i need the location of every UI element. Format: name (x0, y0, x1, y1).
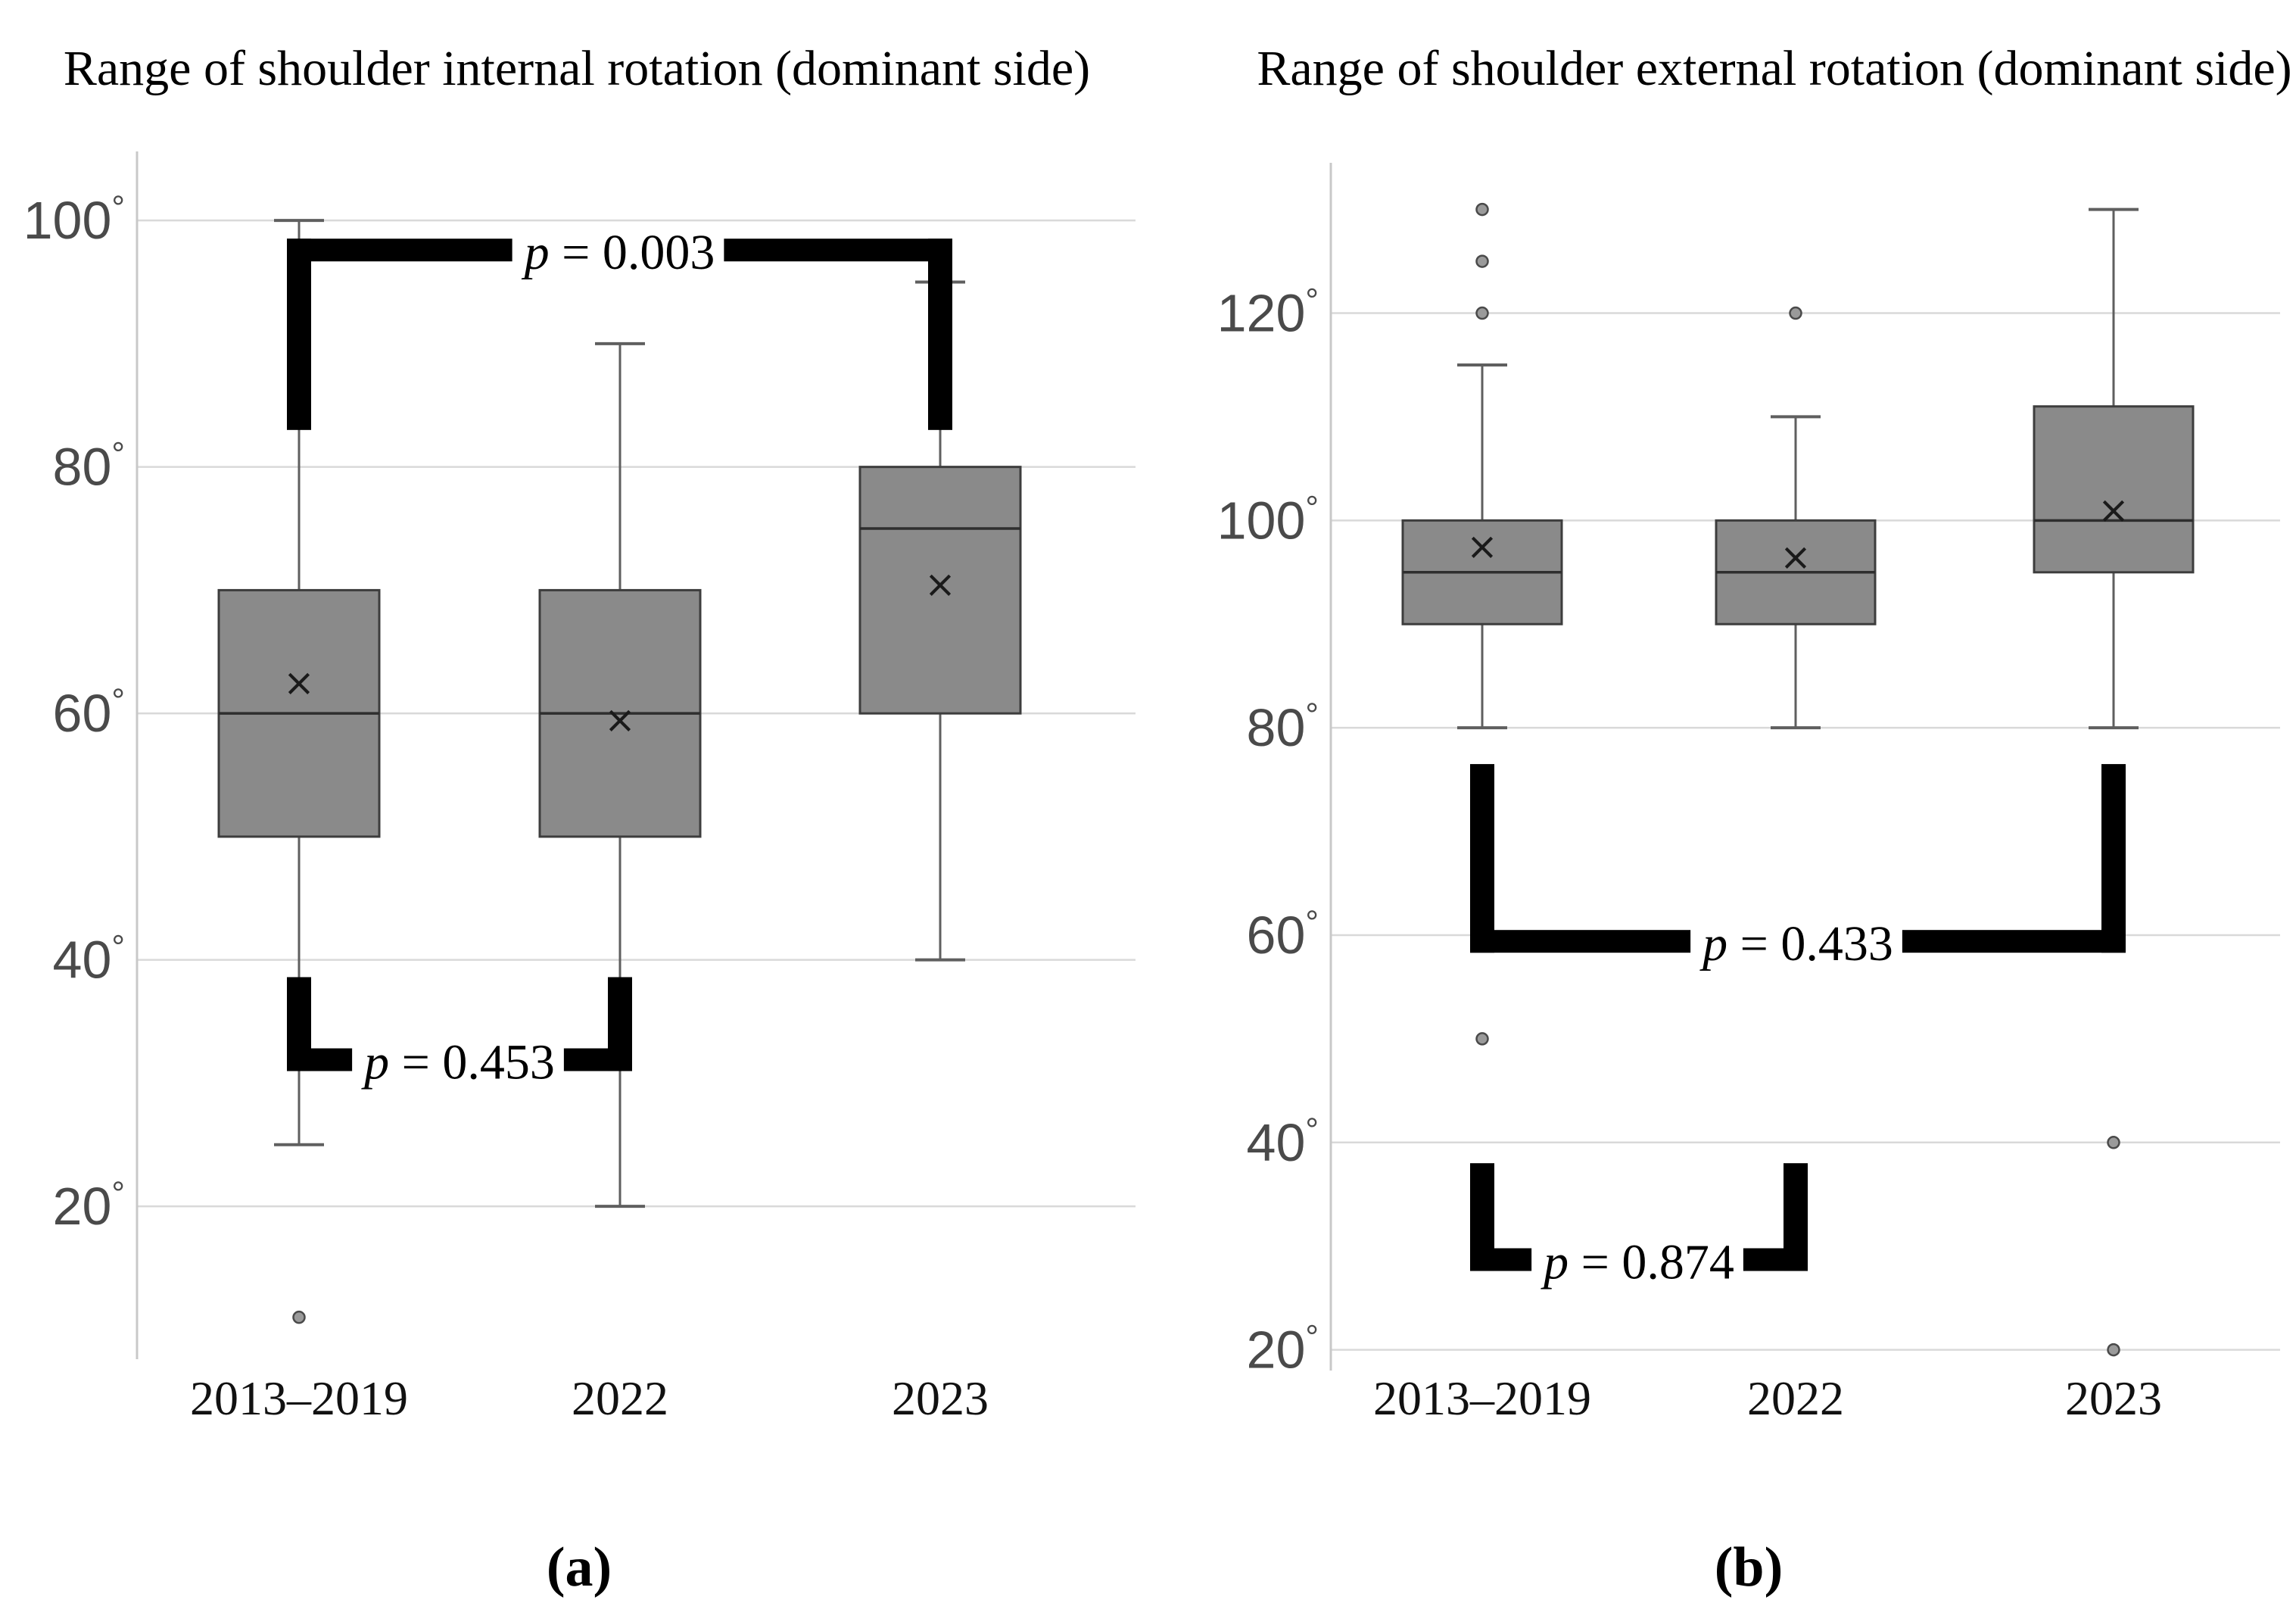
mean-marker: × (1466, 525, 1498, 569)
significance-bracket-tip (928, 239, 952, 430)
box-b-2 (2033, 405, 2195, 574)
outlier-point (1475, 1032, 1489, 1046)
mean-marker: × (924, 562, 956, 606)
significance-label: p = 0.433 (1699, 916, 1893, 971)
significance-label-bg (352, 1033, 564, 1092)
mean-marker: × (283, 660, 315, 704)
y-tick-label: 80° (53, 436, 125, 497)
outlier-point (292, 1310, 306, 1324)
y-tick-label: 60° (53, 682, 125, 743)
y-tick-label: 20° (53, 1175, 125, 1236)
x-category-label: 2023 (2065, 1371, 2162, 1425)
significance-label-bg (1531, 1233, 1743, 1292)
chart-title-b: Range of shoulder external rotation (dom… (1257, 41, 2291, 96)
significance-bracket-tip (1784, 1163, 1808, 1271)
y-tick-label: 60° (1247, 904, 1319, 965)
significance-label: p = 0.453 (361, 1035, 555, 1090)
y-tick-label: 100° (23, 189, 125, 250)
panel-a-label: (a) (546, 1536, 612, 1598)
mean-marker: × (604, 697, 636, 741)
chart-title-a: Range of shoulder internal rotation (dom… (64, 41, 1090, 96)
mean-marker: × (1780, 535, 1812, 579)
x-category-label: 2013–2019 (190, 1371, 408, 1425)
panel-b-label: (b) (1714, 1536, 1784, 1598)
x-category-label: 2022 (572, 1371, 668, 1425)
y-tick-label: 40° (53, 929, 125, 990)
significance-bracket-tip (608, 977, 632, 1071)
significance-bracket-tip (1470, 764, 1494, 953)
x-category-label: 2013–2019 (1373, 1371, 1591, 1425)
significance-label: p = 0.874 (1541, 1235, 1734, 1290)
y-tick-label: 80° (1247, 697, 1319, 757)
y-tick-label: 40° (1247, 1112, 1319, 1172)
significance-bracket-tip (287, 977, 311, 1071)
outlier-point (2107, 1136, 2120, 1149)
y-tick-label: 120° (1217, 282, 1319, 343)
outlier-point (1475, 306, 1489, 320)
x-category-label: 2023 (892, 1371, 989, 1425)
significance-label-bg (1690, 915, 1902, 974)
outlier-point (1475, 254, 1489, 268)
outlier-point (1789, 306, 1802, 320)
y-tick-label: 100° (1217, 489, 1319, 550)
significance-bracket-tip (1470, 1163, 1494, 1271)
significance-bracket-tip (287, 239, 311, 430)
outlier-point (2107, 1343, 2120, 1357)
y-tick-label: 20° (1247, 1319, 1319, 1380)
outlier-point (1475, 202, 1489, 217)
significance-label: p = 0.003 (522, 225, 715, 280)
x-category-label: 2022 (1747, 1371, 1844, 1425)
box-a-2 (858, 466, 1022, 715)
significance-bracket-tip (2101, 764, 2126, 953)
significance-label-bg (512, 223, 724, 282)
mean-marker: × (2098, 488, 2129, 532)
